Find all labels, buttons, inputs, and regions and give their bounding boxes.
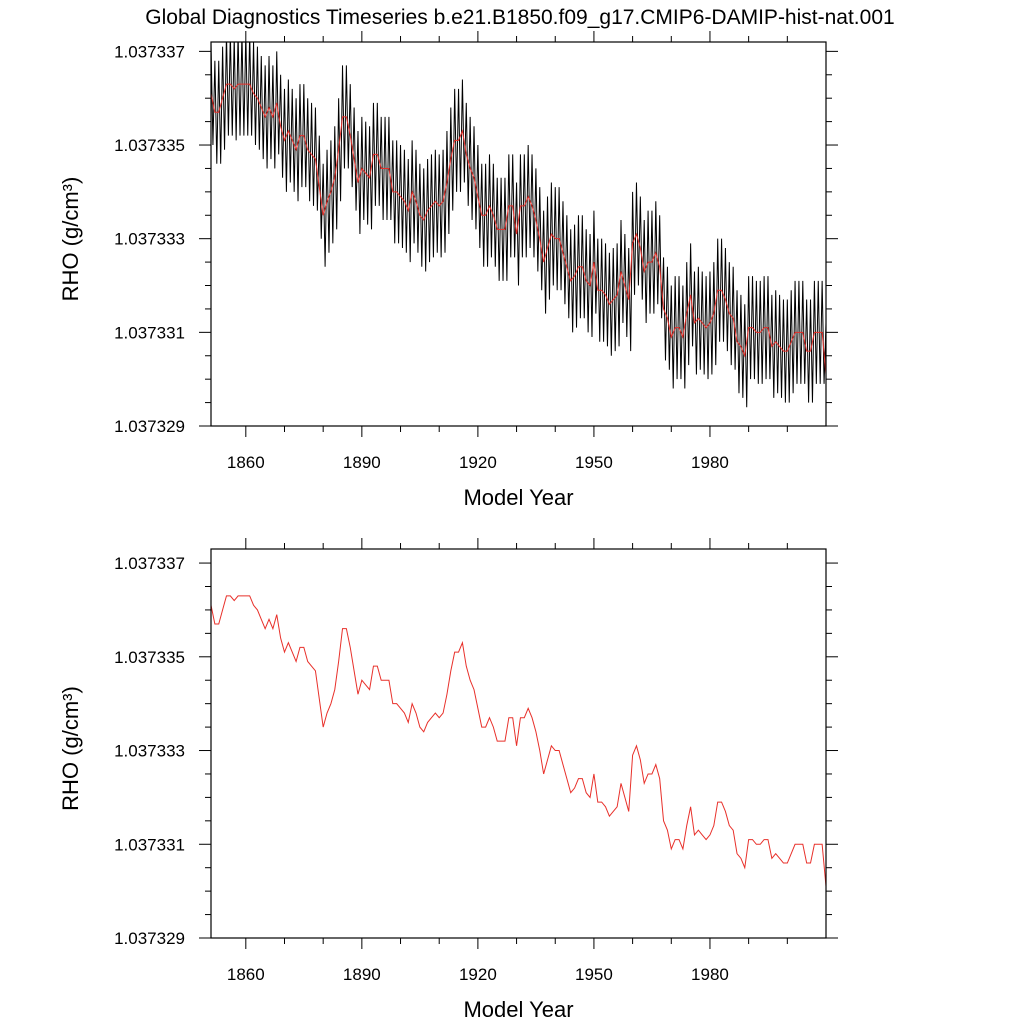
y-tick-label: 1.037331 xyxy=(114,323,185,342)
plot-frame xyxy=(210,548,827,939)
y-tick-label: 1.037329 xyxy=(114,417,185,436)
x-axis-label: Model Year xyxy=(463,997,573,1022)
x-tick-label: 1980 xyxy=(691,965,729,984)
y-tick-label: 1.037331 xyxy=(114,835,185,854)
x-tick-label: 1920 xyxy=(459,453,497,472)
x-tick-label: 1920 xyxy=(459,965,497,984)
plot-area xyxy=(211,42,826,408)
y-tick-label: 1.037335 xyxy=(114,648,185,667)
y-tick-label: 1.037335 xyxy=(114,136,185,155)
y-tick-label: 1.037337 xyxy=(114,554,185,573)
x-axis-label: Model Year xyxy=(463,485,573,510)
x-tick-label: 1860 xyxy=(227,965,265,984)
y-tick-label: 1.037333 xyxy=(114,230,185,249)
plot-frame xyxy=(210,41,827,427)
chart-title: Global Diagnostics Timeseries b.e21.B185… xyxy=(145,6,894,29)
x-tick-label: 1890 xyxy=(343,453,381,472)
y-axis-label: RHO (g/cm³) xyxy=(58,686,83,811)
x-tick-label: 1950 xyxy=(575,965,613,984)
data-line xyxy=(211,595,826,887)
y-tick-label: 1.037333 xyxy=(114,742,185,761)
plot-area xyxy=(211,595,826,887)
y-tick-label: 1.037329 xyxy=(114,929,185,948)
data-line xyxy=(211,42,826,408)
x-tick-label: 1890 xyxy=(343,965,381,984)
x-tick-label: 1980 xyxy=(691,453,729,472)
y-tick-label: 1.037337 xyxy=(114,42,185,61)
x-tick-label: 1860 xyxy=(227,453,265,472)
x-tick-label: 1950 xyxy=(575,453,613,472)
y-axis-label: RHO (g/cm³) xyxy=(58,177,83,302)
data-line xyxy=(211,83,826,375)
